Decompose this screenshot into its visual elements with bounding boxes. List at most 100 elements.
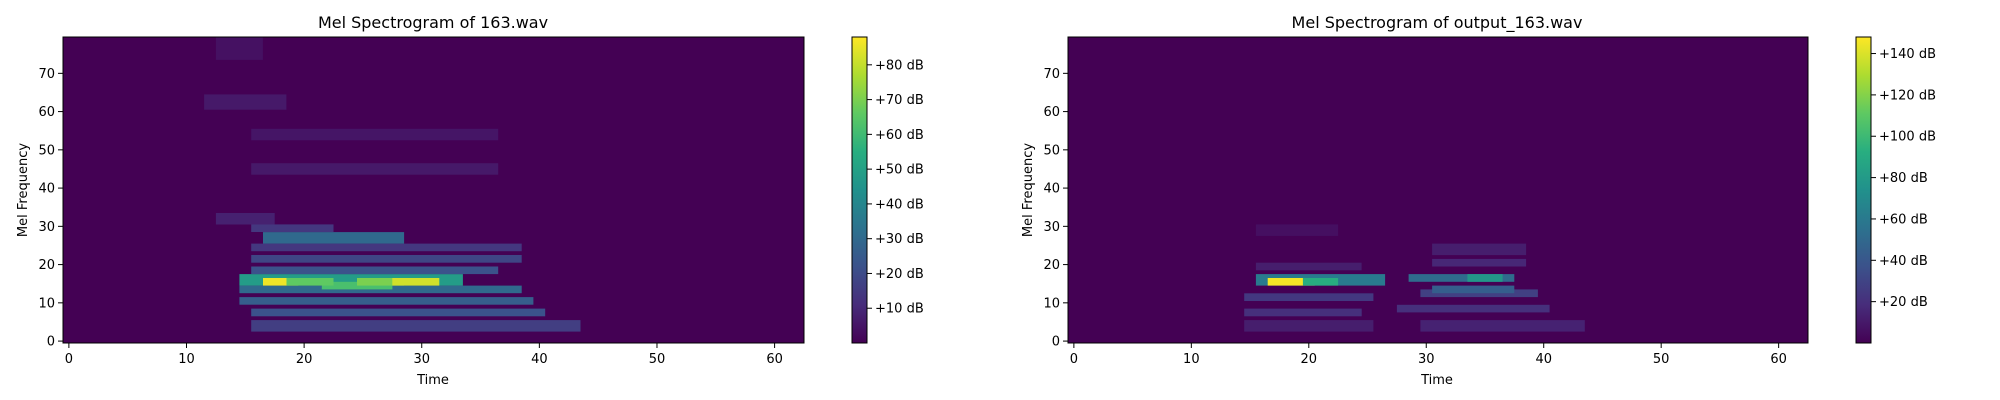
heatmap-cell [357, 278, 404, 286]
x-tick-label: 0 [65, 352, 73, 367]
panel-1-colorbar-ticks: +10 dB +20 dB +30 dB +40 dB +50 dB +60 dB +70 … [867, 58, 924, 317]
y-tick-label: 70 [38, 67, 55, 82]
y-tick-label: 60 [1043, 105, 1060, 120]
panel-1-x-label: Time [416, 373, 449, 388]
heatmap-cell [251, 255, 522, 263]
panel-2-axes-frame [1067, 36, 1809, 344]
y-tick-label: 50 [1043, 143, 1060, 158]
x-tick-label: 0 [1070, 352, 1078, 367]
heatmap-cell [251, 128, 499, 141]
heatmap-cell [286, 278, 334, 286]
colorbar-tick-label: +100 dB [1879, 130, 1936, 145]
y-tick-label: 20 [38, 258, 55, 273]
colorbar-tick-label: +20 dB [1879, 295, 1928, 310]
colorbar-tick-label: +30 dB [875, 232, 924, 247]
heatmap-cell [239, 285, 522, 294]
panel-2-x-label: Time [1420, 373, 1453, 388]
heatmap-cell [1432, 285, 1515, 294]
colorbar-tick-label: +10 dB [875, 302, 924, 317]
y-tick-label: 50 [38, 143, 55, 158]
heatmap-cell [239, 274, 463, 286]
panel-2-y-label: Mel Frequency [1021, 143, 1036, 237]
y-tick-label: 10 [38, 296, 55, 311]
y-tick-label: 30 [1043, 220, 1060, 235]
heatmap-cell [1302, 278, 1339, 286]
panel-1-axes-frame [62, 36, 805, 344]
panel-2-x-ticks: 0 10 20 30 40 50 60 [1070, 343, 1787, 367]
colorbar-tick-label: +60 dB [1879, 212, 1928, 227]
panel-2-colorbar [1855, 36, 1872, 344]
colorbar-tick-label: +50 dB [875, 163, 924, 178]
colorbar-tick-label: +120 dB [1879, 88, 1936, 103]
heatmap-cell [263, 278, 299, 286]
spectrogram-panel-1: Mel Spectrogram of 163.wav 0 10 20 30 40 50 60… [16, 13, 924, 388]
heatmap-cell [251, 224, 334, 232]
panel-1-x-ticks: 0 10 20 30 40 50 60 [65, 343, 783, 367]
heatmap-cell [1420, 289, 1538, 298]
heatmap-cell [1432, 258, 1527, 267]
heatmap-cell [1244, 320, 1374, 332]
y-tick-label: 60 [38, 105, 55, 120]
heatmap-cell [263, 232, 405, 244]
heatmap-cell [215, 37, 263, 60]
panel-2-y-ticks: 0 10 20 30 40 50 60 70 [1043, 67, 1068, 350]
y-tick-label: 40 [1043, 182, 1060, 197]
x-tick-label: 20 [296, 352, 313, 367]
x-tick-label: 60 [1770, 352, 1787, 367]
colorbar-tick-label: +60 dB [875, 128, 924, 143]
y-tick-label: 20 [1043, 258, 1060, 273]
spectrogram-panel-2: Mel Spectrogram of output_163.wav 0 10 20 3… [1021, 13, 1936, 388]
x-tick-label: 20 [1301, 352, 1318, 367]
heatmap-cell [1420, 320, 1585, 332]
colorbar-tick-label: +80 dB [1879, 171, 1928, 186]
x-tick-label: 10 [1183, 352, 1200, 367]
panel-2-colorbar-ticks: +20 dB +40 dB +60 dB +80 dB +100 dB +120 dB +1… [1871, 47, 1936, 310]
colorbar-tick-label: +20 dB [875, 267, 924, 282]
y-tick-label: 0 [1052, 335, 1060, 350]
heatmap-cell [204, 94, 287, 110]
heatmap-cell [251, 266, 499, 275]
heatmap-cell [1396, 304, 1550, 313]
heatmap-cell [392, 278, 440, 286]
x-tick-label: 10 [178, 352, 195, 367]
panel-1-y-label: Mel Frequency [16, 143, 31, 237]
heatmap-cell [251, 243, 522, 252]
heatmap-cell [1244, 308, 1362, 317]
colorbar-tick-label: +80 dB [875, 58, 924, 73]
x-tick-label: 40 [1535, 352, 1552, 367]
x-tick-label: 40 [531, 352, 548, 367]
heatmap-cell [251, 320, 581, 332]
panel-1-title: Mel Spectrogram of 163.wav [318, 13, 548, 32]
colorbar-tick-label: +40 dB [1879, 254, 1928, 269]
heatmap-cell [251, 308, 546, 317]
panel-1-colorbar [851, 36, 868, 344]
y-tick-label: 30 [38, 220, 55, 235]
x-tick-label: 50 [649, 352, 666, 367]
heatmap-cell [1408, 274, 1515, 282]
x-tick-label: 60 [766, 352, 783, 367]
panel-2-title: Mel Spectrogram of output_163.wav [1292, 13, 1583, 33]
y-tick-label: 10 [1043, 296, 1060, 311]
colorbar-tick-label: +70 dB [875, 93, 924, 108]
heatmap-cell [215, 213, 275, 225]
y-tick-label: 0 [47, 335, 55, 350]
panel-1-y-ticks: 0 10 20 30 40 50 60 70 [38, 67, 63, 350]
panel-2-heatmap [1068, 37, 1808, 343]
heatmap-cell [1267, 278, 1315, 286]
heatmap-cell [251, 163, 499, 175]
heatmap-cell [239, 297, 534, 305]
heatmap-cell [1432, 243, 1527, 256]
heatmap-cell [1255, 224, 1339, 236]
y-tick-label: 70 [1043, 67, 1060, 82]
x-tick-label: 50 [1653, 352, 1670, 367]
heatmap-cell [1244, 293, 1374, 301]
x-tick-label: 30 [413, 352, 430, 367]
colorbar-tick-label: +40 dB [875, 197, 924, 212]
heatmap-cell [1467, 274, 1503, 282]
colorbar-tick-label: +140 dB [1879, 47, 1936, 62]
y-tick-label: 40 [38, 182, 55, 197]
x-tick-label: 30 [1418, 352, 1435, 367]
heatmap-cell [1255, 262, 1362, 271]
